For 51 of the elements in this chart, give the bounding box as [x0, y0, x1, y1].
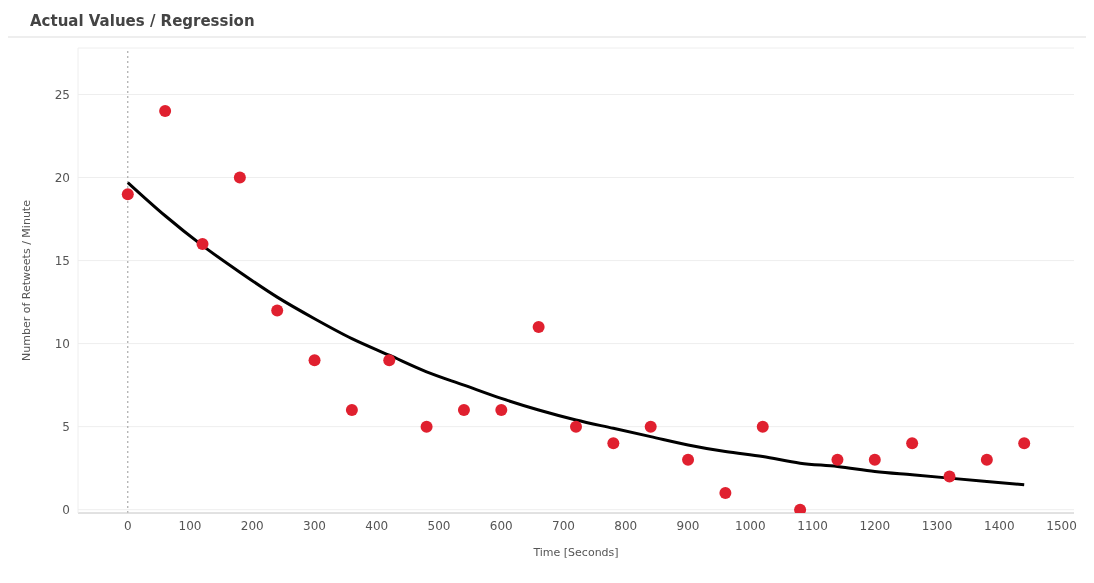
y-tick-label: 10 — [54, 336, 70, 351]
point — [1018, 437, 1031, 450]
x-tick-label: 1500 — [1046, 518, 1077, 533]
y-tick-label: 25 — [54, 87, 70, 102]
x-tick-label: 400 — [365, 518, 389, 533]
y-axis-title: Number of Retweets / Minute — [19, 199, 33, 361]
x-tick-label: 0 — [123, 518, 132, 533]
point — [196, 237, 209, 250]
y-tick-label: 5 — [62, 419, 70, 434]
x-tick-label: 600 — [489, 518, 513, 533]
x-tick-label: 1000 — [735, 518, 766, 533]
point — [756, 420, 769, 433]
point — [383, 354, 396, 367]
point — [980, 453, 993, 466]
y-tick-label: 20 — [54, 170, 70, 185]
point — [457, 404, 470, 417]
point — [271, 304, 284, 317]
point — [719, 487, 732, 500]
x-tick-label: 1300 — [921, 518, 953, 533]
point — [308, 354, 321, 367]
point — [420, 420, 433, 433]
x-tick-label: 800 — [614, 518, 638, 533]
x-tick-label: 1200 — [859, 518, 891, 533]
x-tick-label: 100 — [178, 518, 202, 533]
x-tick-label: 900 — [676, 518, 700, 533]
point — [831, 453, 844, 466]
point — [906, 437, 919, 450]
point — [570, 420, 582, 433]
x-tick-label: 1100 — [797, 518, 828, 533]
point — [943, 470, 956, 483]
y-tick-label: 15 — [54, 253, 70, 268]
line-series — [126, 181, 1026, 487]
point — [495, 404, 508, 417]
point — [644, 420, 657, 433]
point — [233, 171, 246, 184]
point — [607, 437, 620, 450]
point — [794, 503, 807, 513]
x-tick-label: 300 — [303, 518, 326, 533]
x-tick-label: 200 — [240, 518, 264, 533]
point — [682, 453, 695, 466]
x-tick-label: 500 — [427, 518, 451, 533]
x-axis-title: Time [Seconds] — [532, 546, 619, 559]
y-tick-label: 0 — [62, 502, 70, 517]
point — [345, 404, 358, 417]
chart-title: Actual Values / Regression — [8, 8, 1086, 38]
point — [532, 321, 545, 333]
point — [159, 105, 172, 118]
point — [121, 188, 134, 201]
point — [868, 453, 881, 466]
x-tick-label: 1400 — [984, 518, 1015, 533]
x-tick-label: 700 — [552, 518, 575, 533]
